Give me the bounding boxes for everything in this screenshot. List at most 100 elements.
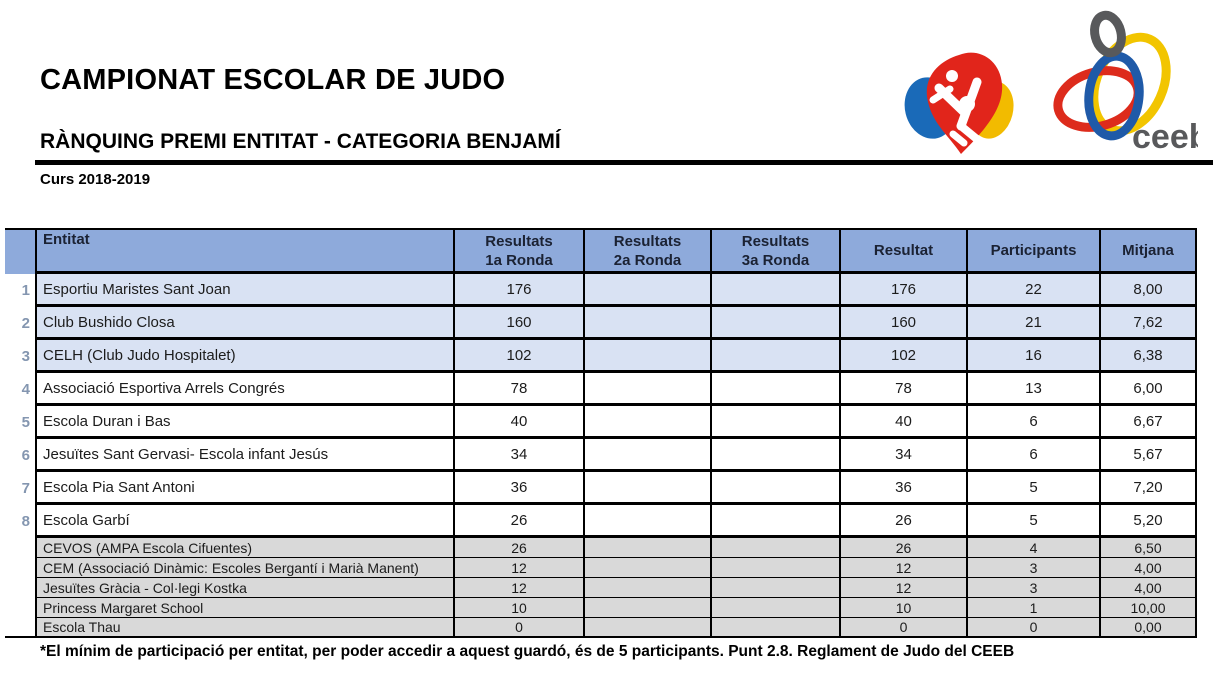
cell-total: 12: [841, 558, 968, 578]
rank-spacer: [5, 228, 35, 274]
table-row: 7 Escola Pia Sant Antoni 36 36 5 7,20: [5, 472, 1197, 505]
cell-participants: 5: [968, 472, 1101, 505]
cell-total: 10: [841, 598, 968, 618]
cell-mitjana: 6,50: [1101, 538, 1197, 558]
cell-r1: 26: [455, 538, 585, 558]
cell-entitat: CEVOS (AMPA Escola Cifuentes): [35, 538, 455, 558]
cell-mitjana: 7,62: [1101, 307, 1197, 340]
column-header-mitjana: Mitjana: [1101, 228, 1197, 274]
cell-entitat: CEM (Associació Dinàmic: Escoles Bergant…: [35, 558, 455, 578]
cell-r1: 40: [455, 406, 585, 439]
cell-r3: [712, 307, 841, 340]
table-row: 4 Associació Esportiva Arrels Congrés 78 78…: [5, 373, 1197, 406]
page-subtitle: RÀNQUING PREMI ENTITAT - CATEGORIA BENJA…: [40, 130, 561, 153]
cell-mitjana: 4,00: [1101, 558, 1197, 578]
cell-r2: [585, 373, 712, 406]
cell-r1: 176: [455, 274, 585, 307]
footnote: *El mínim de participació per entitat, p…: [40, 643, 1015, 660]
rank-number: 3: [21, 348, 30, 365]
cell-total: 0: [841, 618, 968, 638]
rank-number: 2: [21, 315, 30, 332]
cell-mitjana: 10,00: [1101, 598, 1197, 618]
rank-number: 5: [21, 414, 30, 431]
table-row: 2 Club Bushido Closa 160 160 21 7,62: [5, 307, 1197, 340]
rank-spacer: [5, 618, 35, 638]
cell-participants: 1: [968, 598, 1101, 618]
cell-r1: 12: [455, 558, 585, 578]
column-header-entitat: Entitat: [35, 228, 455, 274]
cell-mitjana: 6,00: [1101, 373, 1197, 406]
cell-r2: [585, 578, 712, 598]
column-header-line: 2a Ronda: [613, 251, 682, 269]
column-header-line: 1a Ronda: [485, 251, 553, 269]
cell-r2: [585, 598, 712, 618]
season-label: Curs 2018-2019: [40, 171, 151, 188]
rank-number: 6: [21, 447, 30, 464]
cell-entitat: Associació Esportiva Arrels Congrés: [35, 373, 455, 406]
cell-participants: 5: [968, 505, 1101, 538]
cell-r1: 160: [455, 307, 585, 340]
table-row: 5 Escola Duran i Bas 40 40 6 6,67: [5, 406, 1197, 439]
cell-participants: 6: [968, 439, 1101, 472]
table-row-excluded: Escola Thau 0 0 0 0,00: [5, 618, 1197, 638]
cell-r1: 102: [455, 340, 585, 373]
ceeb-logo: ceeb: [1038, 4, 1210, 164]
column-header-line: 3a Ronda: [741, 251, 810, 269]
page-title: CAMPIONAT ESCOLAR DE JUDO: [40, 64, 506, 96]
cell-r2: [585, 439, 712, 472]
column-header-line: Resultats: [613, 232, 682, 250]
cell-participants: 16: [968, 340, 1101, 373]
ranking-table: Entitat Resultats 1a Ronda Resultats 2a Rond…: [5, 228, 1197, 638]
rank-number: 7: [21, 480, 30, 497]
cell-total: 26: [841, 538, 968, 558]
cell-entitat: CELH (Club Judo Hospitalet): [35, 340, 455, 373]
cell-total: 26: [841, 505, 968, 538]
cell-r3: [712, 618, 841, 638]
table-row: 6 Jesuïtes Sant Gervasi- Escola infant Je…: [5, 439, 1197, 472]
cell-r3: [712, 578, 841, 598]
cell-r3: [712, 558, 841, 578]
cell-participants: 3: [968, 558, 1101, 578]
cell-participants: 13: [968, 373, 1101, 406]
judo-heart-logo: [903, 48, 1015, 163]
cell-participants: 3: [968, 578, 1101, 598]
column-header-line: Resultat: [873, 242, 934, 259]
cell-entitat: Princess Margaret School: [35, 598, 455, 618]
cell-r1: 78: [455, 373, 585, 406]
column-header-r3: Resultats 3a Ronda: [712, 228, 841, 274]
cell-entitat: Jesuïtes Sant Gervasi- Escola infant Jes…: [35, 439, 455, 472]
table-row: 3 CELH (Club Judo Hospitalet) 102 102 16 6,38: [5, 340, 1197, 373]
cell-mitjana: 6,67: [1101, 406, 1197, 439]
cell-total: 160: [841, 307, 968, 340]
divider-rule: [35, 160, 1213, 165]
table-header-row: Entitat Resultats 1a Ronda Resultats 2a Rond…: [5, 228, 1197, 274]
column-header-line: Mitjana: [1122, 242, 1174, 259]
rank-number: 4: [21, 381, 30, 398]
cell-total: 102: [841, 340, 968, 373]
cell-total: 12: [841, 578, 968, 598]
cell-mitjana: 5,67: [1101, 439, 1197, 472]
judo-logo-graphic: [904, 52, 1014, 154]
cell-r3: [712, 406, 841, 439]
column-header-r2: Resultats 2a Ronda: [585, 228, 712, 274]
table-row: 1 Esportiu Maristes Sant Joan 176 176 22 8,00: [5, 274, 1197, 307]
rank-number: 8: [21, 513, 30, 530]
cell-mitjana: 8,00: [1101, 274, 1197, 307]
cell-r3: [712, 340, 841, 373]
cell-r2: [585, 274, 712, 307]
cell-r1: 10: [455, 598, 585, 618]
cell-entitat: Jesuïtes Gràcia - Col·legi Kostka: [35, 578, 455, 598]
cell-r3: [712, 538, 841, 558]
rank-spacer: [5, 558, 35, 578]
cell-entitat: Club Bushido Closa: [35, 307, 455, 340]
column-header-r1: Resultats 1a Ronda: [455, 228, 585, 274]
cell-r1: 0: [455, 618, 585, 638]
cell-total: 78: [841, 373, 968, 406]
cell-r2: [585, 538, 712, 558]
cell-r3: [712, 598, 841, 618]
cell-total: 34: [841, 439, 968, 472]
rank-spacer: [5, 598, 35, 618]
cell-entitat: Escola Duran i Bas: [35, 406, 455, 439]
cell-r2: [585, 472, 712, 505]
rank-spacer: [5, 578, 35, 598]
